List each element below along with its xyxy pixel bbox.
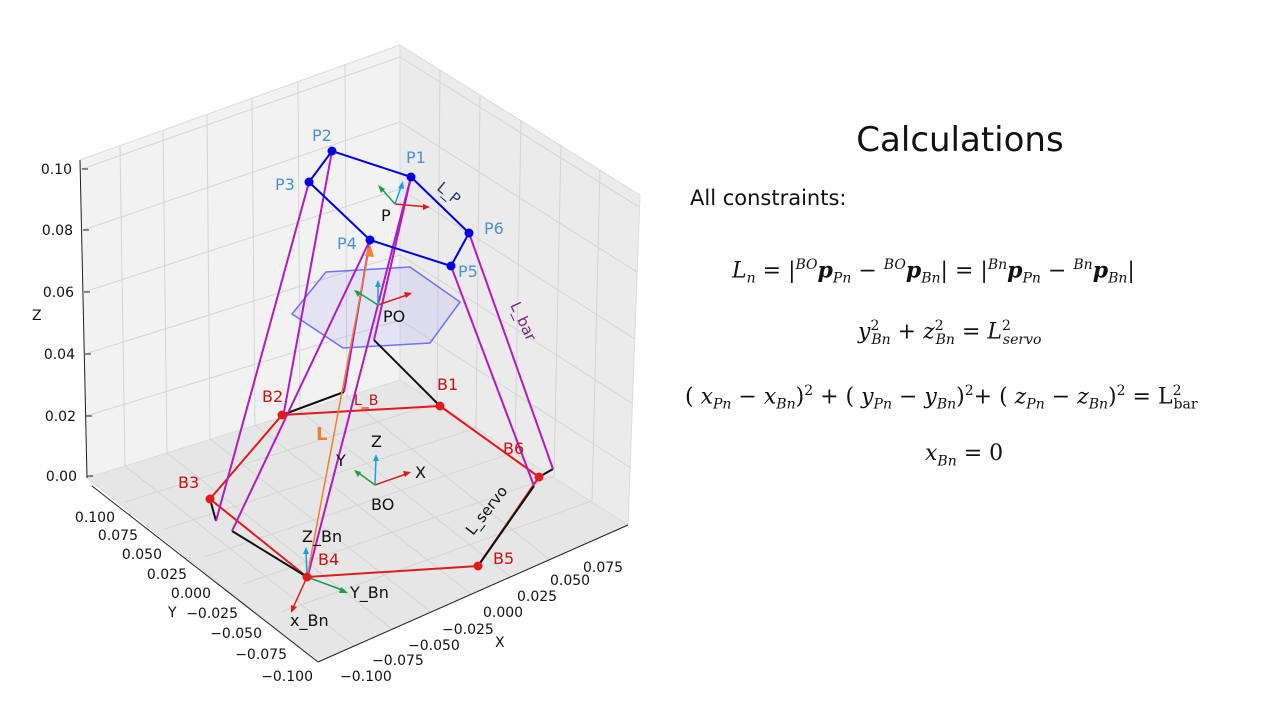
x-tick-label: −0.075 bbox=[372, 653, 424, 669]
point-P1 bbox=[406, 172, 416, 182]
label-B3: B3 bbox=[178, 473, 199, 492]
point-P4 bbox=[365, 235, 375, 245]
L-vector bbox=[306, 243, 371, 578]
point-B1 bbox=[435, 401, 445, 411]
x-tick-label: −0.025 bbox=[442, 622, 494, 638]
y-tick-label: −0.050 bbox=[210, 626, 262, 642]
x-tick-label: −0.050 bbox=[408, 638, 460, 654]
L-vector-arrowhead bbox=[365, 244, 374, 257]
label-B1: B1 bbox=[437, 375, 458, 394]
label-P: P bbox=[381, 206, 391, 225]
y-axis-label: Y bbox=[167, 605, 177, 621]
y-tick-label: −0.100 bbox=[261, 669, 313, 685]
platform-point-labels: P1 P2 P3 P4 P5 P6 bbox=[275, 126, 504, 281]
point-B5 bbox=[473, 561, 483, 571]
frame-labels: P PO BO X Y Z Z_Bn Y_Bn x_Bn bbox=[290, 206, 426, 631]
y-axis-ticks: 0.100 0.075 0.050 0.025 0.000 −0.025 −0.… bbox=[75, 510, 313, 685]
label-B6: B6 bbox=[503, 439, 524, 458]
label-P6: P6 bbox=[484, 219, 504, 238]
z-tick-label: 0.02 bbox=[45, 409, 76, 425]
panel-subtitle: All constraints: bbox=[690, 186, 847, 210]
platform-origin-frame bbox=[354, 280, 412, 306]
label-PO: PO bbox=[383, 307, 405, 326]
point-P5 bbox=[446, 261, 456, 271]
label-B5: B5 bbox=[493, 549, 514, 568]
x-tick-label: 0.050 bbox=[550, 573, 590, 589]
label-P1: P1 bbox=[406, 148, 426, 167]
z-tick-label: 0.04 bbox=[44, 347, 75, 363]
label-P5: P5 bbox=[458, 262, 478, 281]
label-Y-Bn: Y_Bn bbox=[349, 583, 389, 603]
base-point-labels: B1 B2 B3 B4 B5 B6 bbox=[178, 375, 524, 569]
label-x-Bn: x_Bn bbox=[290, 611, 329, 631]
point-P2 bbox=[327, 146, 337, 156]
label-frame-Y: Y bbox=[335, 451, 346, 470]
equation-x-zero: xBn = 0 bbox=[925, 441, 1004, 470]
label-frame-Z: Z bbox=[371, 432, 382, 451]
x-axis-ticks: −0.100 −0.075 −0.050 −0.025 0.000 0.025 … bbox=[340, 560, 623, 685]
platform-origin-hexagon bbox=[290, 266, 462, 349]
axis-lines bbox=[79, 159, 629, 663]
equation-leg-length: Ln = |BOpPn − BOpBn| = |BnpPn − BnpBn| bbox=[732, 257, 1135, 287]
x-axis-label: X bbox=[495, 635, 505, 651]
panel-title: Calculations bbox=[856, 120, 1064, 160]
y-tick-label: 0.000 bbox=[171, 586, 211, 602]
label-P2: P2 bbox=[312, 126, 332, 145]
label-P3: P3 bbox=[275, 175, 295, 194]
label-BO: BO bbox=[371, 495, 394, 514]
equation-bar-constraint: ( xPn − xBn)2 + ( yPn − yBn)2+ ( zPn − z… bbox=[685, 383, 1198, 413]
point-B3 bbox=[205, 494, 215, 504]
platform-points bbox=[304, 146, 474, 271]
label-B2: B2 bbox=[262, 387, 283, 406]
z-tick-label: 0.06 bbox=[43, 285, 74, 301]
y-tick-label: 0.100 bbox=[75, 510, 115, 526]
equation-servo-constraint: y2Bn + z2Bn = L2servo bbox=[858, 318, 1042, 348]
grid-lines bbox=[81, 56, 640, 647]
label-L: L bbox=[316, 424, 327, 445]
x-tick-label: 0.075 bbox=[583, 560, 623, 576]
point-P6 bbox=[464, 228, 474, 238]
label-P4: P4 bbox=[337, 234, 357, 253]
z-tick-label: 0.10 bbox=[41, 162, 72, 178]
y-tick-label: −0.075 bbox=[235, 647, 287, 663]
y-tick-label: 0.075 bbox=[98, 528, 138, 544]
x-tick-label: 0.025 bbox=[517, 589, 557, 605]
z-tick-label: 0.00 bbox=[46, 469, 77, 485]
label-B4: B4 bbox=[318, 550, 339, 569]
base-points bbox=[205, 401, 544, 582]
y-tick-label: 0.050 bbox=[122, 547, 162, 563]
servo-frame-Bn bbox=[291, 547, 348, 613]
point-B4 bbox=[302, 572, 312, 582]
label-Z-Bn: Z_Bn bbox=[302, 527, 342, 547]
label-frame-X: X bbox=[415, 463, 426, 482]
y-tick-label: 0.025 bbox=[147, 567, 187, 583]
label-L-B: L_B bbox=[354, 393, 378, 409]
y-tick-label: −0.025 bbox=[186, 606, 238, 622]
servo-arms bbox=[209, 339, 554, 578]
z-tick-label: 0.08 bbox=[42, 223, 73, 239]
kinematics-3d-plot: 0.10 0.08 0.06 0.04 0.02 0.00 Z 0.100 0.… bbox=[32, 44, 641, 685]
base-origin-frame bbox=[354, 454, 411, 486]
point-B6 bbox=[534, 472, 544, 482]
z-axis-label: Z bbox=[32, 308, 42, 324]
x-tick-label: 0.000 bbox=[483, 605, 523, 621]
z-axis-ticks: 0.10 0.08 0.06 0.04 0.02 0.00 bbox=[41, 162, 93, 485]
platform-frame bbox=[378, 181, 430, 210]
x-tick-label: −0.100 bbox=[340, 669, 392, 685]
point-B2 bbox=[277, 410, 287, 420]
point-P3 bbox=[304, 177, 314, 187]
